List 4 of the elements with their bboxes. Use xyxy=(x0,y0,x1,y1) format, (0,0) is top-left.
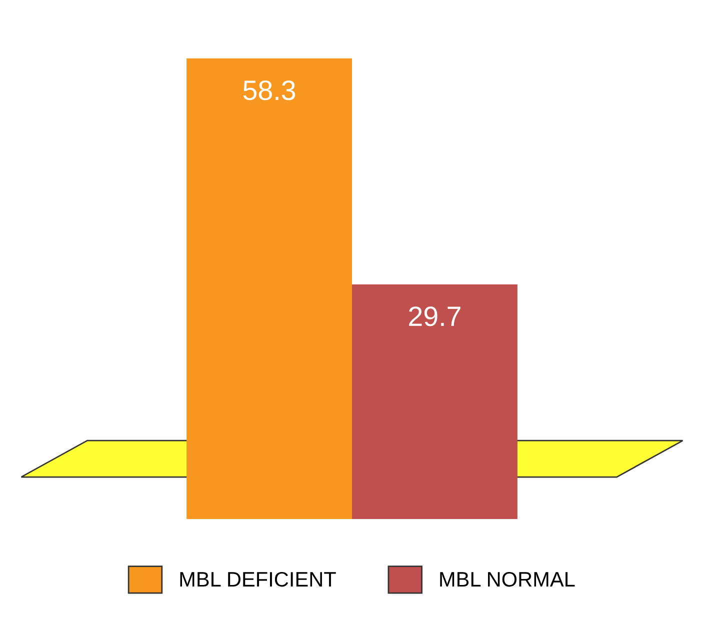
data-label: 58.3 xyxy=(243,80,296,100)
legend-label: MBL NORMAL xyxy=(440,572,575,587)
legend-label: MBL DEFICIENT xyxy=(180,572,336,587)
data-label: 29.7 xyxy=(409,306,460,326)
